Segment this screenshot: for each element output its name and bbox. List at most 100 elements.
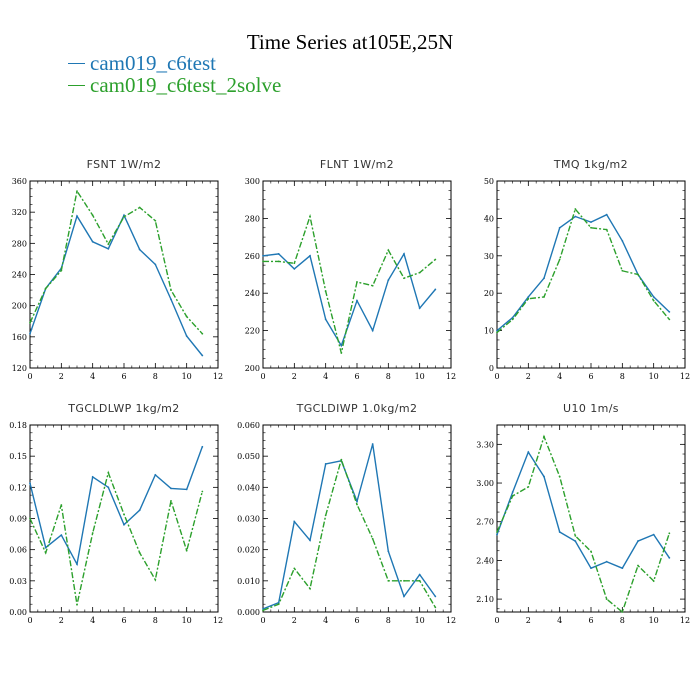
data-point-series-1 xyxy=(154,473,157,476)
panel-title: U10 1m/s xyxy=(563,402,619,415)
data-point-series-1 xyxy=(107,247,110,250)
data-point-series-1 xyxy=(652,533,655,536)
series-line-1 xyxy=(29,213,203,356)
data-point-series-2 xyxy=(91,214,94,217)
y-tick-label: 280 xyxy=(12,239,27,248)
data-point-series-2 xyxy=(29,321,31,324)
x-tick-label: 12 xyxy=(446,372,456,381)
data-point-series-2 xyxy=(652,299,655,302)
data-point-series-1 xyxy=(309,254,311,257)
data-point-series-1 xyxy=(201,354,204,357)
data-point-series-1 xyxy=(29,482,31,485)
y-tick-label: 260 xyxy=(245,252,260,261)
data-point-series-2 xyxy=(154,219,157,222)
data-point-series-2 xyxy=(356,281,358,283)
data-point-series-2 xyxy=(434,258,437,261)
panel-3: TMQ 1kg/m2 0 2 4 6 8 10 12 0 10 20 30 40 50 xyxy=(484,158,690,381)
data-point-series-1 xyxy=(527,451,530,453)
series-line-1 xyxy=(29,446,203,567)
y-tick-label: 0.060 xyxy=(237,421,260,430)
data-point-series-2 xyxy=(387,249,390,252)
data-point-series-1 xyxy=(496,329,498,332)
data-point-series-2 xyxy=(29,517,31,520)
x-tick-label: 8 xyxy=(386,372,391,381)
y-tick-label: 30 xyxy=(484,252,494,261)
x-tick-label: 12 xyxy=(680,372,690,381)
y-tick-label: 20 xyxy=(484,289,494,298)
data-point-series-1 xyxy=(637,540,639,542)
data-point-series-1 xyxy=(371,443,374,445)
x-tick-label: 6 xyxy=(588,372,593,381)
data-point-series-1 xyxy=(574,540,577,542)
data-point-series-1 xyxy=(170,487,172,490)
data-point-series-2 xyxy=(668,532,671,535)
y-tick-label: 240 xyxy=(245,289,260,298)
data-point-series-2 xyxy=(201,490,204,493)
data-point-series-1 xyxy=(76,215,78,217)
data-point-series-1 xyxy=(309,539,311,542)
data-point-series-2 xyxy=(91,532,94,534)
legend-item-series-1: cam019_c6test xyxy=(68,52,281,74)
series-line-2 xyxy=(29,470,203,605)
data-point-series-1 xyxy=(371,329,374,332)
y-tick-label: 360 xyxy=(12,177,27,186)
x-tick-label: 10 xyxy=(182,616,192,625)
panel-2: FLNT 1W/m2 0 2 4 6 8 10 12 200 220 240 260 280 300 xyxy=(245,158,456,381)
x-tick-label: 6 xyxy=(121,616,126,625)
data-point-series-1 xyxy=(590,567,592,570)
data-point-series-2 xyxy=(387,579,390,582)
plot-frame xyxy=(29,424,219,613)
x-tick-label: 0 xyxy=(494,372,499,381)
y-tick-label: 0.09 xyxy=(9,515,27,524)
data-point-series-1 xyxy=(201,445,204,448)
data-point-series-1 xyxy=(356,500,358,503)
x-tick-label: 10 xyxy=(415,616,425,625)
y-tick-label: 10 xyxy=(484,327,494,336)
data-point-series-1 xyxy=(324,463,327,465)
data-point-series-2 xyxy=(324,514,327,517)
x-tick-label: 0 xyxy=(494,616,499,625)
x-tick-label: 0 xyxy=(27,372,32,381)
x-tick-label: 10 xyxy=(415,372,425,381)
y-tick-label: 300 xyxy=(245,177,260,186)
panel-4: TGCLDLWP 1kg/m2 0 2 4 6 8 10 12 0.00 0.03 0.06 0.09… xyxy=(9,402,223,625)
x-tick-label: 4 xyxy=(557,616,562,625)
data-point-series-2 xyxy=(185,315,188,318)
data-point-series-2 xyxy=(123,513,125,516)
data-point-series-2 xyxy=(324,290,327,293)
data-point-series-1 xyxy=(668,556,671,559)
data-point-series-1 xyxy=(91,240,94,243)
data-point-series-2 xyxy=(138,551,141,554)
y-tick-label: 3.30 xyxy=(476,440,494,449)
data-point-series-2 xyxy=(652,580,655,582)
legend-label-series-2: cam019_c6test_2solve xyxy=(90,73,282,97)
panel-6: U10 1m/s 0 2 4 6 8 10 12 2.10 2.40 2.70 3.00 3.30 xyxy=(476,402,690,625)
data-point-series-1 xyxy=(170,298,172,301)
x-tick-label: 4 xyxy=(323,372,328,381)
y-tick-label: 0.050 xyxy=(237,452,260,461)
data-point-series-2 xyxy=(60,504,63,506)
data-point-series-1 xyxy=(356,299,358,302)
x-tick-label: 12 xyxy=(680,616,690,625)
data-point-series-2 xyxy=(76,190,78,193)
data-point-series-1 xyxy=(558,226,561,229)
data-point-series-2 xyxy=(527,486,530,488)
y-tick-label: 3.00 xyxy=(476,479,494,488)
panel-title: FLNT 1W/m2 xyxy=(320,158,394,171)
series-line-1 xyxy=(496,213,670,332)
data-point-series-2 xyxy=(403,579,405,582)
panel-1: FSNT 1W/m2 0 2 4 6 8 10 12 120 160 200 240 280 320 360 xyxy=(12,158,223,381)
data-point-series-1 xyxy=(543,475,545,478)
data-point-series-2 xyxy=(154,578,157,581)
data-point-series-2 xyxy=(574,535,577,537)
data-point-series-1 xyxy=(138,509,141,512)
y-tick-label: 2.40 xyxy=(476,556,494,565)
data-point-series-2 xyxy=(185,549,188,552)
data-point-series-2 xyxy=(60,269,63,272)
data-point-series-1 xyxy=(621,567,624,570)
data-point-series-1 xyxy=(340,344,343,347)
x-tick-label: 4 xyxy=(323,616,328,625)
y-tick-label: 0.06 xyxy=(9,546,27,555)
series-line-2 xyxy=(262,457,436,612)
data-point-series-2 xyxy=(434,606,437,609)
